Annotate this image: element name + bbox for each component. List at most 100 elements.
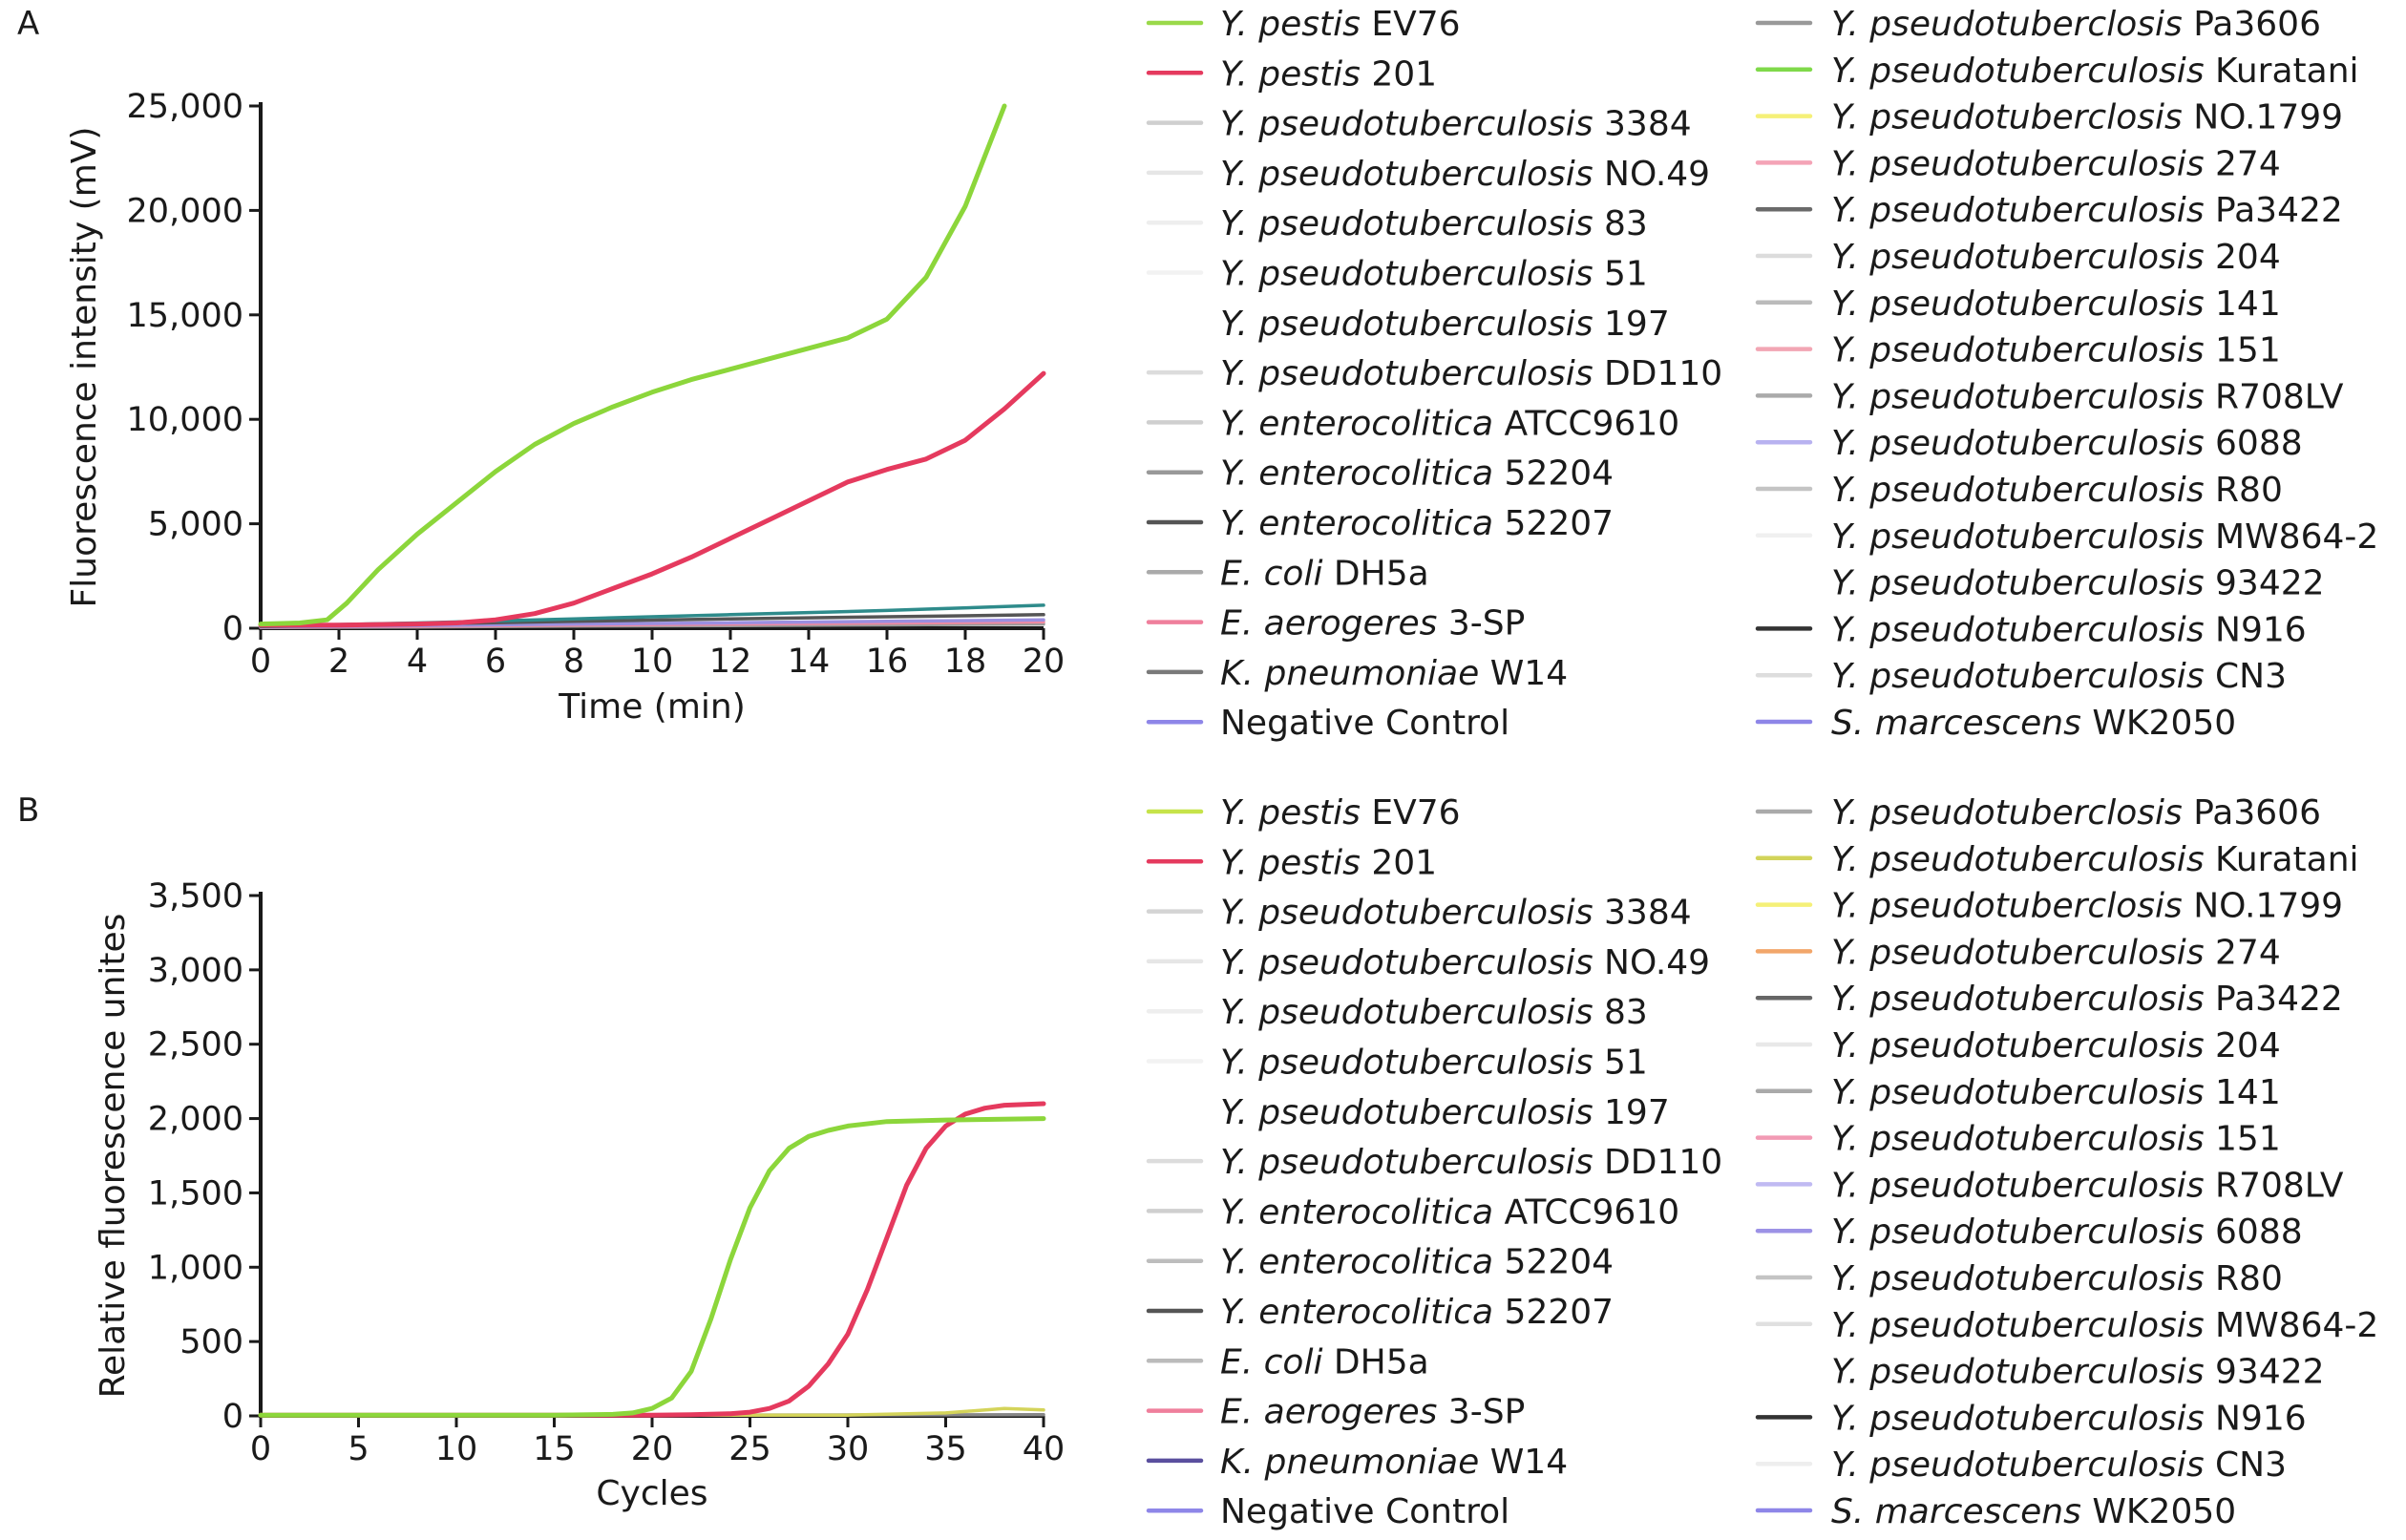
legend-entry: Y. pseudotuberculosis 3384 [1220, 105, 1692, 144]
legend-species: Y. pseudotuberculosis [1831, 238, 2205, 277]
legend-entry: K. pneumoniae W14 [1220, 1443, 1568, 1482]
legend-panel-b: Y. pestis EV76 Y. pestis 201 Y. pseudotube… [1146, 793, 2378, 1531]
legend-species: Y. pseudotuberculosis [1831, 377, 2205, 416]
x-tick-label: 16 [866, 643, 909, 681]
x-tick-label: 25 [728, 1430, 771, 1468]
legend-species: Y. pseudotuberculosis [1831, 471, 2205, 510]
legend-entry: Y. pseudotuberculosis DD110 [1220, 1143, 1722, 1182]
legend-strain: Pa3422 [2205, 191, 2343, 230]
series-line [258, 103, 1007, 627]
legend-species: Y. pseudotuberculosis [1220, 894, 1593, 933]
legend-species: Y. pseudotuberculosis [1220, 204, 1593, 243]
y-tick-label: 5,000 [148, 506, 243, 544]
legend-strain: 204 [2205, 1026, 2281, 1065]
legend-strain: Pa3606 [2183, 793, 2321, 833]
legend-entry: Y. enterocolitica 52204 [1220, 1243, 1614, 1282]
legend-strain: Negative Control [1220, 704, 1509, 743]
legend-strain: 3384 [1593, 894, 1692, 933]
legend-entry: Y. pseudotuberculosis N916 [1831, 1399, 2307, 1438]
legend-entry: Y. pseudotuberculosis R80 [1831, 1259, 2283, 1298]
legend-strain: 141 [2205, 285, 2281, 324]
legend-species: Y. pseudotuberculosis [1831, 564, 2205, 603]
legend-species: Y. pseudotuberculosis [1831, 657, 2205, 696]
legend-strain: MW864-2 [2205, 1306, 2379, 1345]
legend-entry: Y. pseudotuberculosis Pa3422 [1831, 191, 2343, 230]
legend-entry: Negative Control [1220, 1492, 1509, 1531]
legend-strain: 151 [2205, 1120, 2281, 1159]
x-tick-label: 18 [944, 643, 987, 681]
legend-species: Y. pseudotuberculosis [1831, 1259, 2205, 1298]
legend-strain: R708LV [2205, 1166, 2344, 1205]
legend-entry: Y. pseudotuberculosis Kuratani [1831, 52, 2359, 91]
legend-strain: Kuratani [2205, 840, 2359, 879]
legend-entry: S. marcescens WK2050 [1831, 704, 2236, 743]
legend-entry: Y. pseudotuberculosis 197 [1220, 305, 1670, 344]
legend-species: Y. pseudotuberculosis [1831, 424, 2205, 463]
x-tick-label: 10 [631, 643, 674, 681]
legend-entry: Y. pseudotuberculosis Pa3422 [1831, 980, 2343, 1019]
legend-strain: ATCC9610 [1493, 1192, 1679, 1232]
legend-entry: S. marcescens WK2050 [1831, 1492, 2236, 1531]
legend-species: Y. pseudotuberculosis [1831, 144, 2205, 183]
x-axis-label: Time (min) [558, 687, 746, 727]
legend-entry: Y. pseudotuberculosis 141 [1831, 1073, 2281, 1112]
legend-species: Y. pseudotuberculosis [1220, 1143, 1593, 1182]
legend-strain: 197 [1593, 305, 1670, 344]
x-tick-label: 10 [435, 1430, 478, 1468]
legend-species: Y. enterocolitica [1220, 454, 1493, 494]
legend-species: Y. pseudotuberculosis [1831, 933, 2205, 972]
legend-entry: Y. pestis 201 [1220, 843, 1437, 882]
legend-strain: R708LV [2205, 377, 2344, 416]
legend-species: Y. enterocolitica [1220, 404, 1493, 443]
legend-species: Y. enterocolitica [1220, 1243, 1493, 1282]
y-axis-label: Fluorescence intensity (mV) [65, 127, 104, 608]
legend-strain: 93422 [2205, 1353, 2325, 1392]
legend-strain: 3-SP [1437, 1393, 1525, 1432]
y-tick-label: 3,500 [148, 877, 243, 916]
x-axis-label: Cycles [596, 1474, 707, 1513]
legend-strain: CN3 [2205, 657, 2287, 696]
legend-entry: Y. pseudotuberculosis 204 [1831, 238, 2281, 277]
y-tick-label: 1,000 [148, 1249, 243, 1287]
legend-entry: Y. pseudotuberculosis N916 [1831, 610, 2307, 649]
legend-entry: Y. pseudotuberculosis MW864-2 [1831, 1306, 2378, 1345]
legend-strain: EV76 [1361, 793, 1461, 833]
legend-species: Y. pseudotuberculosis [1220, 354, 1593, 393]
legend-species: Y. pestis [1220, 843, 1361, 882]
legend-entry: Y. pseudotuberclosis Pa3606 [1831, 793, 2321, 833]
legend-entry: Y. pestis EV76 [1220, 793, 1461, 833]
x-tick-label: 15 [533, 1430, 576, 1468]
legend-species: Y. enterocolitica [1220, 1192, 1493, 1232]
panel-label: B [17, 791, 39, 830]
x-tick-label: 0 [250, 1430, 271, 1468]
y-tick-label: 2,000 [148, 1101, 243, 1139]
legend-strain: Negative Control [1220, 1492, 1509, 1531]
legend-entry: Y. pseudotuberculosis Kuratani [1831, 840, 2359, 879]
legend-entry: Y. pseudotuberculosis NO.49 [1220, 155, 1710, 194]
legend-entry: Y. pseudotuberculosis 151 [1831, 331, 2281, 370]
legend-strain: 51 [1593, 1044, 1648, 1083]
legend-species: Y. pseudotuberculosis [1831, 1166, 2205, 1205]
legend-entry: E. coli DH5a [1220, 1342, 1429, 1382]
legend-strain: 3384 [1593, 105, 1692, 144]
legend-entry: Y. enterocolitica 52207 [1220, 504, 1614, 543]
legend-species: Y. pseudotuberculosis [1831, 1213, 2205, 1252]
legend-entry: Y. pseudotuberculosis 204 [1831, 1026, 2281, 1065]
legend-entry: Y. enterocolitica ATCC9610 [1220, 404, 1679, 443]
x-tick-label: 20 [1023, 643, 1066, 681]
panel-b: B 0 500 1,000 1,500 2,000 2,500 3,000 3,500 0 5 10 1… [17, 791, 1065, 1513]
legend-strain: 52204 [1493, 454, 1614, 494]
legend-strain: 201 [1361, 54, 1437, 94]
series-line [258, 370, 1046, 628]
legend-strain: NO.49 [1593, 943, 1711, 982]
legend-species: Y. pseudotuberculosis [1220, 155, 1593, 194]
x-tick-label: 2 [328, 643, 349, 681]
legend-strain: 52207 [1493, 504, 1614, 543]
legend-species: Y. pseudotuberculosis [1220, 1044, 1593, 1083]
legend-species: Y. pseudotuberculosis [1831, 1120, 2205, 1159]
series-line [258, 1101, 1046, 1418]
legend-strain: DH5a [1322, 1342, 1428, 1382]
legend-entry: Y. pseudotuberculosis 93422 [1831, 1353, 2325, 1392]
legend-strain: W14 [1479, 654, 1568, 693]
